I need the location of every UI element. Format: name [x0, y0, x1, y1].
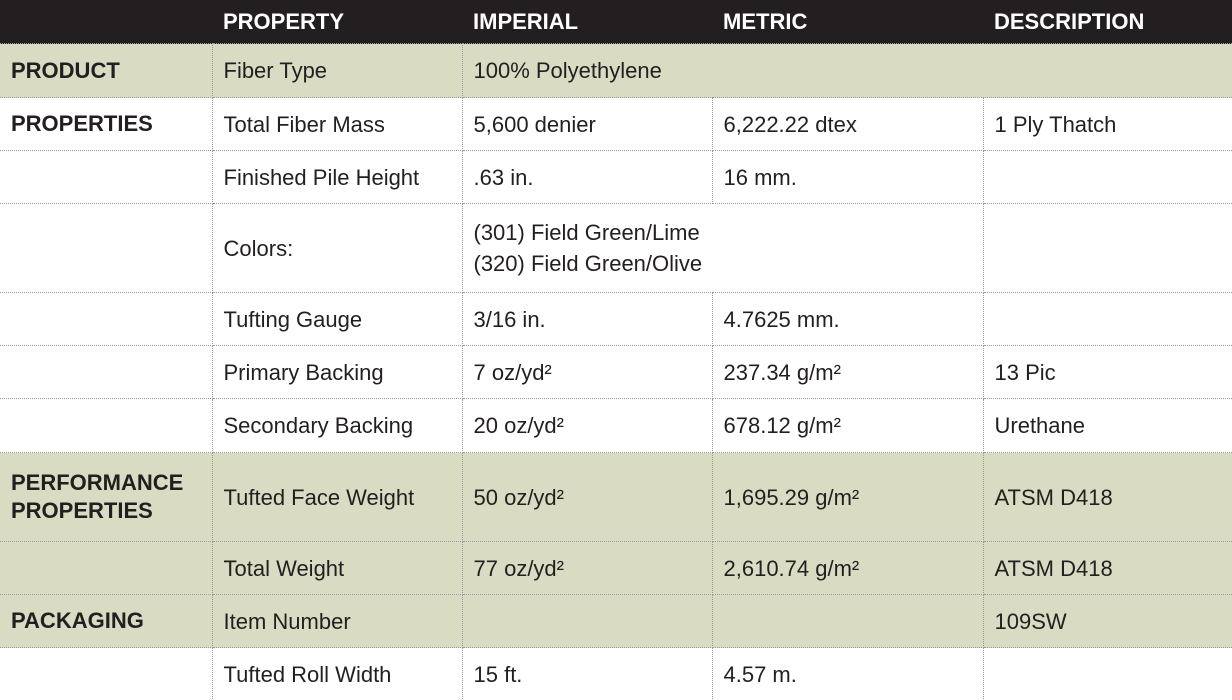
property: Finished Pile Height [211, 150, 463, 204]
description: ATSM D418 [982, 452, 1232, 542]
imperial: 15 ft. [461, 647, 713, 700]
imperial: .63 in. [461, 150, 713, 204]
imperial: 5,600 denier [461, 97, 713, 151]
metric: 2,610.74 g/m² [711, 541, 984, 595]
section: PACKAGING [0, 594, 213, 648]
imperial: 7 oz/yd² [461, 345, 713, 399]
imperial: 50 oz/yd² [461, 452, 713, 542]
header-cell: DESCRIPTION [983, 0, 1232, 44]
header-cell: PROPERTY [212, 0, 462, 44]
property: Tufted Roll Width [211, 647, 463, 700]
metric: 237.34 g/m² [711, 345, 984, 399]
metric [711, 594, 984, 648]
imperial: (301) Field Green/Lime (320) Field Green… [461, 203, 984, 293]
property: Tufted Face Weight [211, 452, 463, 542]
section: PRODUCT [0, 43, 213, 98]
section [0, 398, 213, 453]
header-row: PROPERTY IMPERIAL METRIC DESCRIPTION [0, 0, 1232, 44]
imperial: 100% Polyethylene [461, 43, 1232, 98]
section [0, 345, 213, 399]
row: Total Weight 77 oz/yd² 2,610.74 g/m² ATS… [0, 541, 1232, 595]
imperial: 20 oz/yd² [461, 398, 713, 453]
row: Colors: (301) Field Green/Lime (320) Fie… [0, 203, 1232, 293]
description [982, 292, 1232, 346]
imperial: 77 oz/yd² [461, 541, 713, 595]
row: PROPERTIES Total Fiber Mass 5,600 denier… [0, 97, 1232, 151]
property: Primary Backing [211, 345, 463, 399]
description [982, 150, 1232, 204]
section: PROPERTIES [0, 97, 213, 151]
row: Tufting Gauge 3/16 in. 4.7625 mm. [0, 292, 1232, 346]
imperial [461, 594, 713, 648]
property: Fiber Type [211, 43, 463, 98]
description: 13 Pic [982, 345, 1232, 399]
row: PERFORMANCE PROPERTIES Tufted Face Weigh… [0, 452, 1232, 542]
imperial: 3/16 in. [461, 292, 713, 346]
section [0, 203, 213, 293]
metric: 1,695.29 g/m² [711, 452, 984, 542]
description: ATSM D418 [982, 541, 1232, 595]
row: Tufted Roll Width 15 ft. 4.57 m. [0, 647, 1232, 700]
property: Item Number [211, 594, 463, 648]
header-cell [0, 0, 212, 44]
description: 1 Ply Thatch [982, 97, 1232, 151]
color-line: (301) Field Green/Lime [473, 220, 700, 245]
property: Secondary Backing [211, 398, 463, 453]
section [0, 292, 213, 346]
header-cell: IMPERIAL [462, 0, 712, 44]
description [982, 203, 1232, 293]
section [0, 150, 213, 204]
property: Tufting Gauge [211, 292, 463, 346]
section [0, 647, 213, 700]
metric: 678.12 g/m² [711, 398, 984, 453]
row: PRODUCT Fiber Type 100% Polyethylene [0, 43, 1232, 98]
description: 109SW [982, 594, 1232, 648]
metric: 16 mm. [711, 150, 984, 204]
row: Primary Backing 7 oz/yd² 237.34 g/m² 13 … [0, 345, 1232, 399]
description: Urethane [982, 398, 1232, 453]
section: PERFORMANCE PROPERTIES [0, 452, 213, 542]
row: Finished Pile Height .63 in. 16 mm. [0, 150, 1232, 204]
metric: 6,222.22 dtex [711, 97, 984, 151]
description [982, 647, 1232, 700]
section [0, 541, 213, 595]
header-cell: METRIC [712, 0, 983, 44]
row: Secondary Backing 20 oz/yd² 678.12 g/m² … [0, 398, 1232, 453]
property: Total Fiber Mass [211, 97, 463, 151]
property: Total Weight [211, 541, 463, 595]
metric: 4.7625 mm. [711, 292, 984, 346]
color-line: (320) Field Green/Olive [473, 251, 703, 276]
property: Colors: [211, 203, 463, 293]
metric: 4.57 m. [711, 647, 984, 700]
row: PACKAGING Item Number 109SW [0, 594, 1232, 648]
